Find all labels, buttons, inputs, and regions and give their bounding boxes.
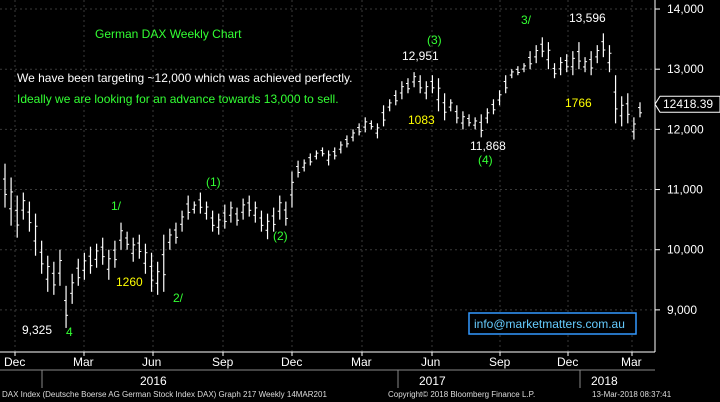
annotation-label: 9,325 — [22, 323, 52, 337]
x-year-label: 2017 — [419, 374, 446, 388]
footer-copyright: Copyright© 2018 Bloomberg Finance L.P. — [388, 390, 536, 399]
y-tick-label: 12,000 — [667, 122, 704, 136]
annotation-label: 1766 — [565, 96, 592, 110]
y-axis: 9,000 10,000 11,000 12,000 13,000 14,000 12418… — [654, 0, 720, 352]
x-month-label: Dec — [281, 355, 302, 369]
x-month-label: Mar — [73, 355, 94, 369]
annotation-label: 3/ — [521, 13, 532, 27]
y-tick-label: 14,000 — [667, 2, 704, 16]
price-bars — [3, 33, 642, 328]
note-target: We have been targeting ~12,000 which was… — [17, 71, 352, 85]
annotation-label: (3) — [427, 33, 442, 47]
annotation-label: 2/ — [173, 291, 184, 305]
annotation-label: (2) — [273, 229, 288, 243]
annotation-label: 12,951 — [402, 49, 439, 63]
chart-title: German DAX Weekly Chart — [95, 27, 242, 41]
note-outlook: Ideally we are looking for an advance to… — [17, 92, 339, 106]
last-price-tag — [654, 95, 720, 113]
x-month-label: Jun — [421, 355, 440, 369]
annotation-label: (4) — [478, 153, 493, 167]
email-box — [468, 312, 637, 335]
y-tick-label: 10,000 — [667, 243, 704, 257]
x-axis: Dec Mar Jun Sep Dec Mar Jun Sep Dec Mar 2016 2017 20… — [0, 351, 655, 388]
dax-weekly-chart: 9,000 10,000 11,000 12,000 13,000 14,000 12418… — [0, 0, 720, 388]
x-year-label: 2016 — [140, 374, 167, 388]
annotation-label: 1260 — [116, 275, 143, 289]
x-month-label: Sep — [212, 355, 234, 369]
x-month-label: Dec — [557, 355, 578, 369]
y-tick-label: 9,000 — [667, 303, 697, 317]
y-tick-label: 11,000 — [667, 183, 703, 197]
annotation-label: 1083 — [408, 113, 435, 127]
x-month-label: Jun — [142, 355, 161, 369]
annotation-label: (1) — [206, 175, 221, 189]
x-year-label: 2018 — [591, 374, 618, 388]
x-month-label: Dec — [4, 355, 25, 369]
annotation-label: 13,596 — [569, 11, 606, 25]
x-month-label: Mar — [621, 355, 642, 369]
annotation-label: 4 — [66, 325, 73, 339]
footer-timestamp: 13-Mar-2018 08:37:41 — [592, 390, 672, 399]
y-tick-label: 13,000 — [667, 62, 704, 76]
annotation-label: 11,868 — [470, 139, 506, 153]
footer-security-info: DAX Index (Deutsche Boerse AG German Sto… — [2, 390, 327, 399]
bloomberg-footer: DAX Index (Deutsche Boerse AG German Sto… — [0, 388, 720, 402]
x-month-label: Sep — [489, 355, 511, 369]
x-month-label: Mar — [351, 355, 372, 369]
last-price-label: 12418.39 — [663, 97, 713, 111]
annotation-label: 1/ — [111, 199, 122, 213]
email-link[interactable]: info@marketmatters.com.au — [474, 317, 625, 331]
